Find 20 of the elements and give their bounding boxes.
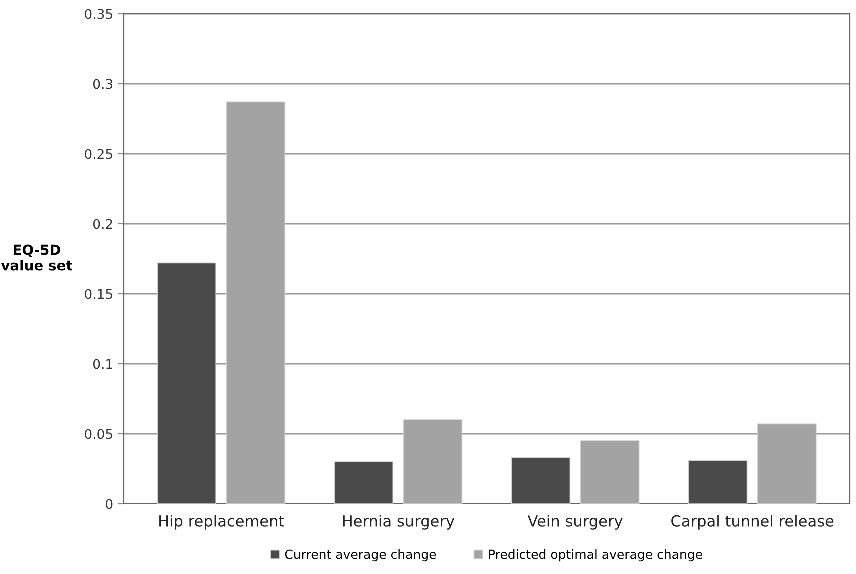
bar: [511, 457, 571, 504]
x-tick-label: Hernia surgery: [343, 515, 455, 530]
bar: [580, 440, 640, 504]
y-axis-title: EQ-5D value set: [1, 244, 72, 271]
x-tick-label: Hip replacement: [160, 515, 284, 530]
bar: [334, 462, 394, 504]
bar: [688, 460, 748, 504]
x-tick-label: Vein surgery: [528, 515, 623, 530]
legend-label: Predicted optimal average change: [489, 550, 702, 562]
legend-label: Current average change: [285, 550, 436, 562]
y-tick-label: 0: [106, 499, 113, 510]
y-tick-label: 0.25: [85, 149, 112, 160]
y-tick-label: 0.05: [85, 429, 112, 440]
y-tick-label: 0.1: [93, 359, 112, 370]
y-tick-label: 0.3: [93, 79, 113, 90]
y-tick-label: 0.15: [85, 289, 112, 300]
y-tick-label: 0.2: [93, 219, 112, 230]
bar: [157, 262, 216, 504]
x-tick-label: Carpal tunnel release: [672, 515, 834, 530]
y-tick-label: 0.35: [85, 9, 112, 20]
